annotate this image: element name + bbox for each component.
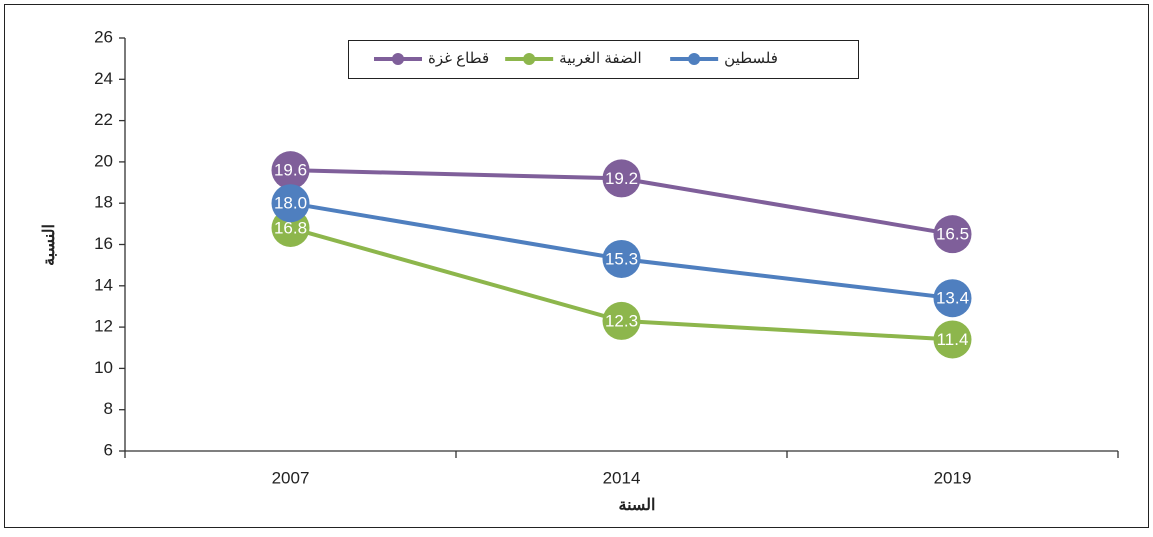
- point: [271, 151, 310, 190]
- y-tick-label: 16: [94, 234, 113, 253]
- legend-marker: [523, 53, 536, 65]
- legend-label: فلسطين: [724, 50, 778, 67]
- legend-marker: [392, 53, 404, 65]
- y-tick-label: 18: [94, 193, 113, 212]
- data-label: 18.0: [274, 194, 307, 213]
- legend-box: [348, 40, 859, 79]
- data-label: 19.2: [605, 169, 638, 188]
- data-label: 13.4: [936, 289, 969, 308]
- y-tick-label: 6: [104, 440, 113, 459]
- legend-label: قطاع غزة: [428, 50, 489, 67]
- y-tick-label: 8: [104, 399, 113, 418]
- y-tick-label: 24: [94, 69, 113, 88]
- y-tick-label: 14: [94, 275, 113, 294]
- data-label: 11.4: [937, 330, 969, 349]
- x-axis-label: السنة: [619, 497, 656, 514]
- data-label: 16.8: [274, 218, 307, 237]
- y-tick-label: 10: [94, 358, 113, 377]
- x-tick-label: 2019: [934, 468, 972, 487]
- frame: [4, 4, 1149, 528]
- point: [602, 239, 641, 278]
- point: [933, 320, 972, 359]
- data-label: 12.3: [605, 311, 638, 330]
- y-axis-label: النسبة: [41, 224, 58, 266]
- data-label: 19.6: [274, 161, 307, 180]
- data-label: 16.5: [936, 225, 969, 244]
- x-tick-label: 2014: [603, 468, 641, 487]
- legend-marker: [688, 53, 701, 65]
- x-tick-label: 2007: [272, 468, 310, 487]
- y-tick-label: 22: [94, 110, 113, 129]
- y-tick-label: 12: [94, 317, 113, 336]
- point: [933, 279, 972, 318]
- point: [271, 184, 310, 223]
- point: [933, 215, 972, 254]
- point: [602, 159, 641, 198]
- y-tick-label: 26: [94, 27, 113, 46]
- point: [602, 301, 641, 340]
- y-tick-label: 20: [94, 151, 113, 170]
- legend-label: الضفة الغربية: [559, 50, 642, 67]
- data-label: 15.3: [605, 249, 638, 268]
